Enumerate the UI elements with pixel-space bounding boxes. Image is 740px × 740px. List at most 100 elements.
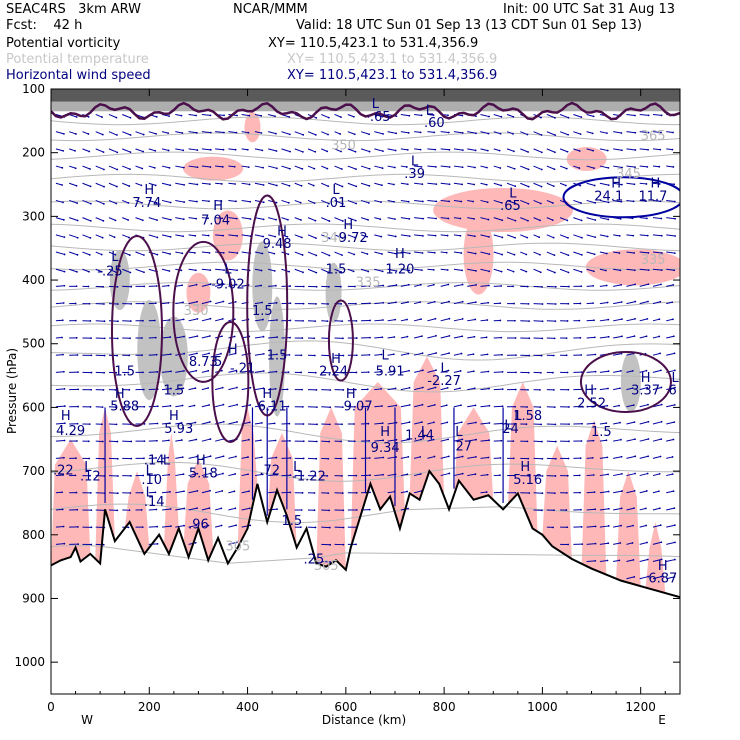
wind-vector-head (685, 132, 687, 134)
pv-annotation: .60 (424, 116, 445, 131)
wind-vector-head (594, 405, 596, 408)
wind-vector-head (514, 319, 516, 322)
wind-vector (374, 405, 383, 408)
wind-vector-head (499, 457, 502, 459)
pv-annotation: 6.87 (648, 572, 677, 587)
wind-vector-head (301, 337, 304, 339)
wind-vector-head (114, 406, 117, 409)
wind-vector (268, 508, 278, 511)
wind-vector-head (262, 370, 265, 372)
wind-vector-head (248, 438, 250, 441)
wind-vector (427, 148, 436, 151)
wind-vector-head (473, 183, 476, 186)
wind-vector (254, 302, 263, 305)
wind-vector (440, 131, 449, 134)
wind-vector-head (395, 456, 397, 458)
wind-vector-head (103, 371, 106, 374)
wind-vector-head (686, 301, 688, 303)
wind-vector-head (514, 491, 517, 494)
pv-annotation: -9.02 (211, 277, 245, 292)
terrain-surface (51, 469, 680, 599)
wind-vector-head (459, 217, 462, 220)
wind-vector (453, 234, 461, 237)
wind-vector (666, 268, 675, 271)
wind-vector (427, 387, 436, 391)
wind-vector-head (647, 438, 650, 440)
wind-vector-head (342, 509, 345, 512)
wind-vector (453, 370, 461, 373)
wind-vector-head (169, 353, 172, 356)
wind-vector (400, 473, 408, 477)
wind-vector (480, 131, 489, 135)
wind-vector (414, 113, 422, 116)
wind-vector-head (606, 456, 609, 459)
pv-fill-upper (183, 156, 244, 181)
wind-vector-head (447, 438, 450, 441)
wind-vector (480, 148, 488, 152)
wind-vector-head (327, 492, 330, 495)
wind-vector (626, 507, 635, 511)
wind-vector (639, 541, 648, 545)
wind-vector-head (593, 184, 596, 187)
wind-vector-head (541, 457, 544, 460)
wind-vector (321, 217, 330, 222)
x-tick-label: 0 (47, 700, 55, 714)
wind-vector (626, 404, 634, 408)
wind-vector-head (472, 200, 475, 203)
wind-vector-head (77, 371, 79, 374)
wind-vector-head (116, 492, 119, 495)
wind-vector (387, 148, 396, 151)
wind-vector (440, 455, 449, 459)
wind-vector-head (355, 337, 358, 339)
wind-vector-head (116, 457, 119, 460)
wind-vector (254, 456, 262, 459)
plot-frame (50, 88, 681, 695)
wind-vector (374, 268, 383, 272)
wind-vector-head (170, 370, 172, 373)
wind-vector-head (87, 133, 90, 135)
wind-vector (414, 456, 421, 459)
wind-vector (108, 131, 118, 136)
wind-vector (241, 473, 249, 477)
wind-vector-head (275, 150, 278, 152)
wind-vector (573, 251, 582, 256)
wind-vector (254, 131, 262, 134)
wind-vector-head (674, 369, 676, 372)
pv-fill-lowlevel (508, 381, 538, 532)
wind-vector-head (223, 269, 225, 272)
wind-vector-head (631, 542, 634, 544)
wind-vector (175, 131, 183, 134)
wind-vector-head (328, 237, 331, 240)
wind-vector-head (209, 148, 212, 151)
wind-vector (639, 387, 648, 391)
wind-vector (268, 371, 277, 373)
wind-vector (400, 439, 410, 442)
wind-vector (55, 285, 65, 287)
wind-vector (414, 387, 423, 391)
wind-vector (374, 251, 383, 255)
wind-vector-head (687, 318, 689, 320)
pv-annotation: H (641, 371, 651, 386)
wind-vector-head (209, 300, 212, 303)
wind-vector (268, 217, 277, 221)
pv-annotation: L (146, 486, 154, 501)
wind-vector (480, 422, 490, 425)
wind-vector-head (75, 184, 78, 187)
wind-vector-head (541, 475, 544, 477)
wind-vector (427, 284, 434, 287)
wind-vector-head (565, 491, 568, 494)
wind-vector-head (674, 217, 677, 220)
theta-contour (51, 301, 680, 310)
wind-vector-head (687, 387, 689, 389)
wind-vector (453, 251, 462, 254)
wind-vector (55, 199, 64, 203)
wind-vector-head (181, 456, 184, 459)
wind-vector (55, 319, 63, 322)
wind-vector (639, 318, 648, 322)
theta-label: 345 (616, 167, 641, 182)
wind-vector (148, 131, 157, 135)
wind-vector-head (300, 509, 303, 511)
wind-vector-head (527, 388, 529, 391)
pv-annotation: .65 (500, 199, 521, 214)
wind-vector (307, 199, 315, 204)
